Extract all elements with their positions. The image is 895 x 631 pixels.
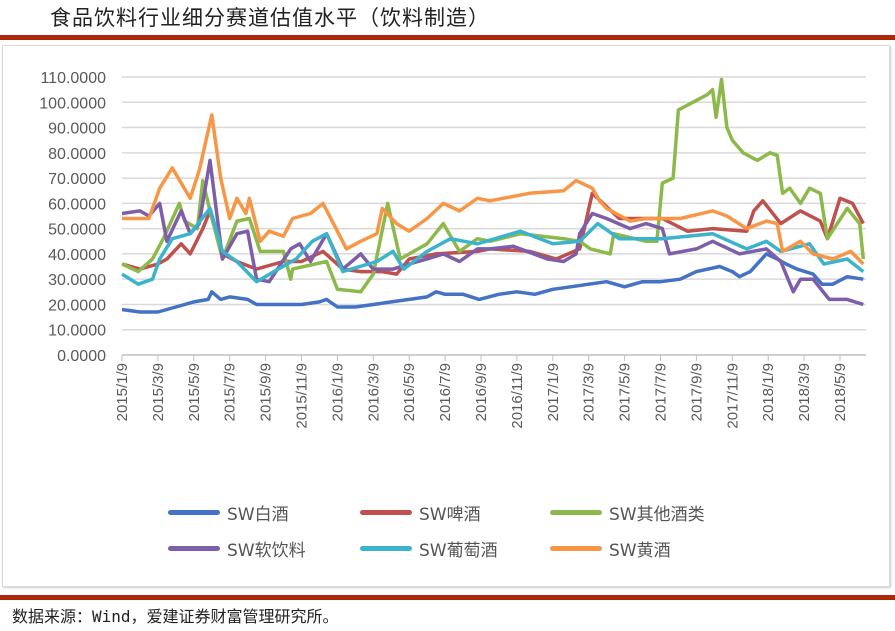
x-tick-label: 2015/1/9 <box>114 363 131 421</box>
y-tick-label: 40.0000 <box>48 247 106 264</box>
x-tick-label: 2018/1/9 <box>760 363 777 421</box>
series-line-5 <box>121 206 865 286</box>
x-tick-label: 2017/9/9 <box>688 363 705 421</box>
legend-swatch <box>168 510 220 515</box>
legend-swatch <box>360 546 412 551</box>
y-tick-label: 90.0000 <box>48 121 106 138</box>
x-tick-label: 2016/9/9 <box>473 363 490 421</box>
y-tick-label: 10.0000 <box>48 323 106 340</box>
x-tick-label: 2016/3/9 <box>365 363 382 421</box>
legend-label: SW其他酒类 <box>609 505 705 525</box>
chart-frame <box>2 45 890 587</box>
x-tick-label: 2016/7/9 <box>437 363 454 421</box>
legend-swatch <box>550 546 602 551</box>
y-tick-label: 0.0000 <box>57 348 106 365</box>
x-tick-label: 2017/7/9 <box>653 363 670 421</box>
x-tick-label: 2015/5/9 <box>186 363 203 421</box>
x-tick-label: 2018/5/9 <box>832 363 849 421</box>
x-tick-label: 2017/3/9 <box>581 363 598 421</box>
x-tick-label: 2015/7/9 <box>222 363 239 421</box>
legend-swatch <box>550 510 602 515</box>
y-tick-label: 30.0000 <box>48 272 106 289</box>
x-tick-label: 2016/1/9 <box>329 363 346 421</box>
legend-swatch <box>168 546 220 551</box>
y-tick-label: 60.0000 <box>48 196 106 213</box>
y-tick-label: 100.0000 <box>39 95 106 112</box>
x-tick-label: 2015/11/9 <box>294 363 311 429</box>
legend-label: SW软饮料 <box>227 541 306 561</box>
legend-item: SW葡萄酒 <box>360 536 498 561</box>
series-line-3 <box>121 77 866 294</box>
x-tick-label: 2016/11/9 <box>509 363 526 429</box>
x-tick-label: 2017/11/9 <box>724 363 741 429</box>
y-tick-label: 110.0000 <box>40 70 106 87</box>
x-tick-label: 2018/3/9 <box>796 363 813 421</box>
x-tick-label: 2017/1/9 <box>545 363 562 421</box>
legend-label: SW黄酒 <box>609 541 671 561</box>
x-tick-label: 2016/5/9 <box>401 363 418 421</box>
legend-item: SW软饮料 <box>168 536 306 561</box>
y-tick-label: 70.0000 <box>48 171 106 188</box>
legend-item: SW啤酒 <box>360 500 481 525</box>
x-tick-label: 2017/5/9 <box>617 363 634 421</box>
source-note: 数据来源：Wind，爱建证券财富管理研究所。 <box>12 607 339 626</box>
y-tick-label: 80.0000 <box>48 146 106 163</box>
legend-label: SW葡萄酒 <box>419 541 498 561</box>
title-divider <box>0 35 895 40</box>
series-line-6 <box>122 113 865 266</box>
footer-divider <box>0 595 895 600</box>
legend-swatch <box>360 510 412 515</box>
series-line-4 <box>121 158 864 307</box>
legend-label: SW白酒 <box>227 505 289 525</box>
x-tick-label: 2015/3/9 <box>150 363 167 421</box>
legend-item: SW黄酒 <box>550 536 671 561</box>
legend-label: SW啤酒 <box>419 505 481 525</box>
y-tick-label: 20.0000 <box>48 297 106 314</box>
x-tick-label: 2015/9/9 <box>258 363 275 421</box>
series-line-1 <box>121 252 864 314</box>
y-tick-label: 50.0000 <box>48 222 106 239</box>
legend-item: SW其他酒类 <box>550 500 705 525</box>
chart-title: 食品饮料行业细分赛道估值水平（饮料制造） <box>50 6 490 30</box>
legend-item: SW白酒 <box>168 500 289 525</box>
